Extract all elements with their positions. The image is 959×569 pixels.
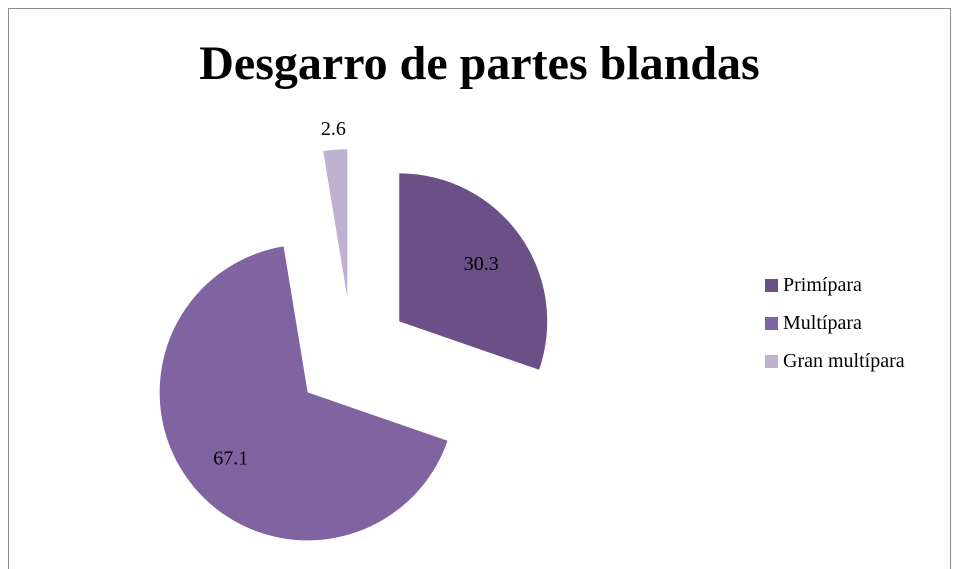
legend-label: Primípara — [783, 273, 862, 296]
pie-slice-3 — [323, 149, 348, 298]
pie-slice-2 — [159, 246, 448, 541]
data-label-1: 30.3 — [464, 253, 499, 275]
pie-slice-1 — [399, 173, 548, 370]
legend-item: Primípara — [765, 273, 905, 296]
legend-swatch — [765, 354, 778, 368]
data-label-3: 2.6 — [321, 118, 346, 140]
legend-item: Gran multípara — [765, 349, 905, 372]
data-label-2: 67.1 — [213, 447, 248, 469]
legend-label: Gran multípara — [783, 349, 905, 372]
legend-swatch — [765, 278, 778, 292]
chart-title: Desgarro de partes blandas — [199, 37, 760, 90]
legend-item: Multípara — [765, 311, 905, 334]
legend-label: Multípara — [783, 311, 862, 334]
chart-legend: Primípara Multípara Gran multípara — [765, 273, 905, 389]
legend-swatch — [765, 316, 778, 330]
